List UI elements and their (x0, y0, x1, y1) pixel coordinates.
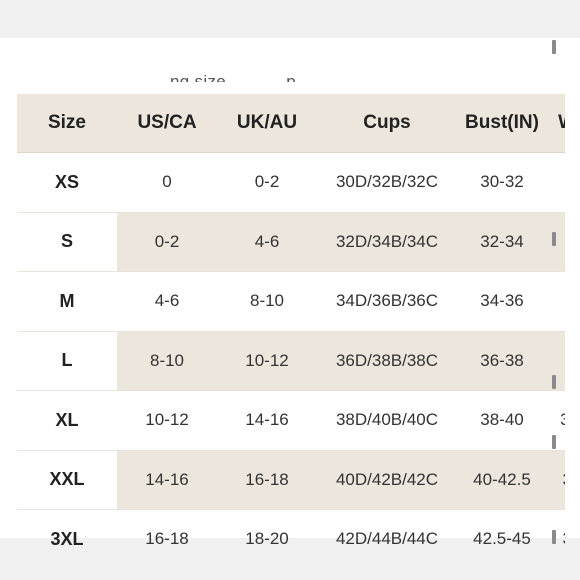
cups-cell: 42D/44B/44C (317, 509, 457, 568)
us-ca-cell: 0 (117, 152, 217, 213)
us-ca-cell: 16-18 (117, 509, 217, 568)
scrollbar-tick[interactable] (552, 530, 556, 544)
scrollbar-tick[interactable] (552, 40, 556, 54)
waist-cell: 37 (547, 509, 565, 568)
uk-au-cell: 10-12 (217, 331, 317, 391)
header-size: Size (17, 94, 117, 153)
table-row: S 0-2 4-6 32D/34B/34C 32-34 2 (17, 212, 565, 272)
size-cell: 3XL (17, 509, 117, 568)
size-cell: XS (17, 152, 117, 213)
size-cell: L (17, 331, 117, 391)
cups-cell: 40D/42B/42C (317, 450, 457, 510)
uk-au-cell: 14-16 (217, 390, 317, 451)
uk-au-cell: 18-20 (217, 509, 317, 568)
cups-cell: 32D/34B/34C (317, 212, 457, 272)
us-ca-cell: 0-2 (117, 212, 217, 272)
cups-cell: 34D/36B/36C (317, 271, 457, 332)
bust-cell: 42.5-45 (457, 509, 547, 568)
size-cell: XXL (17, 450, 117, 510)
size-cell: S (17, 212, 117, 272)
size-cell: XL (17, 390, 117, 451)
waist-cell: 2 (547, 212, 565, 272)
header-us-ca: US/CA (117, 94, 217, 153)
table-row: M 4-6 8-10 34D/36B/36C 34-36 2 (17, 271, 565, 332)
header-row: Size US/CA UK/AU Cups Bust(IN) Wa (17, 94, 565, 153)
size-chart-image: ng size, ... , ... p ... , Size US/CA UK… (0, 38, 580, 568)
cups-cell: 38D/40B/40C (317, 390, 457, 451)
table-row: 3XL 16-18 18-20 42D/44B/44C 42.5-45 37 (17, 509, 565, 568)
scrollbar-tick[interactable] (552, 232, 556, 246)
header-cups: Cups (317, 94, 457, 153)
bust-cell: 40-42.5 (457, 450, 547, 510)
waist-cell: 30. (547, 390, 565, 451)
cups-cell: 36D/38B/38C (317, 331, 457, 391)
bust-cell: 30-32 (457, 152, 547, 213)
table-row: XS 0 0-2 30D/32B/32C 30-32 2 (17, 152, 565, 213)
bust-cell: 32-34 (457, 212, 547, 272)
table-row: XL 10-12 14-16 38D/40B/40C 38-40 30. (17, 390, 565, 451)
us-ca-cell: 4-6 (117, 271, 217, 332)
header-waist: Wa (547, 94, 565, 153)
uk-au-cell: 16-18 (217, 450, 317, 510)
bust-cell: 36-38 (457, 331, 547, 391)
size-cell: M (17, 271, 117, 332)
waist-cell: 2 (547, 152, 565, 213)
header-bust: Bust(IN) (457, 94, 547, 153)
bust-cell: 34-36 (457, 271, 547, 332)
header-uk-au: UK/AU (217, 94, 317, 153)
cups-cell: 30D/32B/32C (317, 152, 457, 213)
waist-cell: 2 (547, 271, 565, 332)
uk-au-cell: 0-2 (217, 152, 317, 213)
us-ca-cell: 10-12 (117, 390, 217, 451)
uk-au-cell: 8-10 (217, 271, 317, 332)
table-row: XXL 14-16 16-18 40D/42B/42C 40-42.5 33 (17, 450, 565, 510)
waist-cell: 33 (547, 450, 565, 510)
bust-cell: 38-40 (457, 390, 547, 451)
caption-text: ng size, ... , ... p ... , (170, 72, 327, 82)
size-table-container: Size US/CA UK/AU Cups Bust(IN) Wa XS 0 0… (17, 94, 565, 568)
us-ca-cell: 14-16 (117, 450, 217, 510)
waist-cell: 2 (547, 331, 565, 391)
table-row: L 8-10 10-12 36D/38B/38C 36-38 2 (17, 331, 565, 391)
scrollbar-tick[interactable] (552, 375, 556, 389)
size-table: Size US/CA UK/AU Cups Bust(IN) Wa XS 0 0… (17, 94, 565, 568)
uk-au-cell: 4-6 (217, 212, 317, 272)
clipped-caption: ng size, ... , ... p ... , (0, 52, 580, 82)
scrollbar-tick[interactable] (552, 435, 556, 449)
us-ca-cell: 8-10 (117, 331, 217, 391)
